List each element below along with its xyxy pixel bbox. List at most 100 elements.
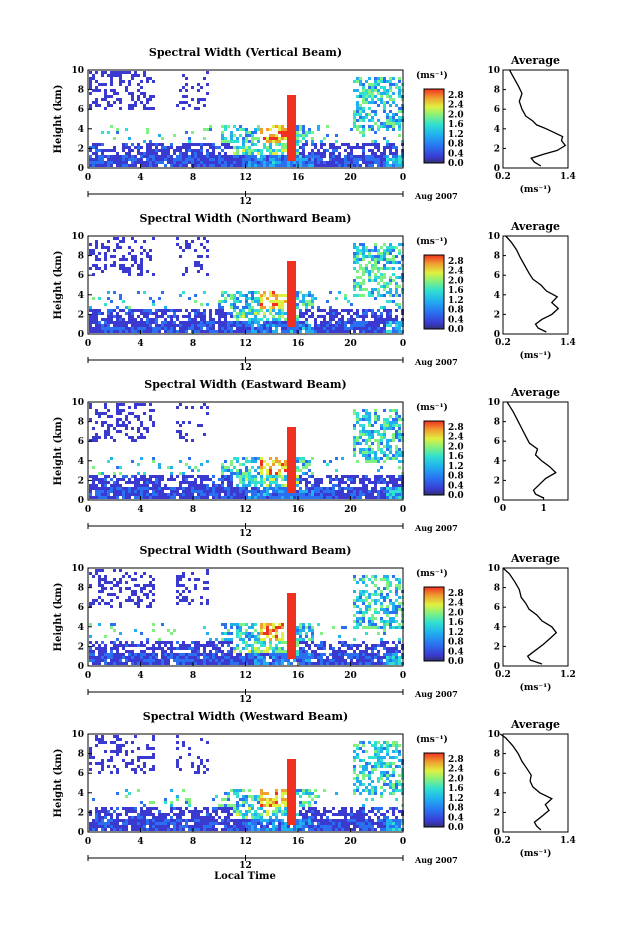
colorbar-tick-label: 2.4 [448, 433, 464, 443]
avg-y-tick-label: 6 [494, 437, 500, 447]
x-tick-label: 20 [344, 671, 357, 681]
heatmap [89, 569, 404, 665]
avg-title: Average [510, 54, 560, 67]
avg-unit: (ms⁻¹) [520, 184, 552, 195]
colorbar-tick-label: 0.8 [448, 140, 464, 150]
y-tick-label: 10 [71, 730, 84, 740]
avg-frame [502, 69, 569, 169]
y-tick-label: 2 [78, 144, 84, 154]
y-tick-label: 4 [78, 623, 84, 633]
date-label: Aug 2007 [414, 523, 458, 533]
x-tick-label: 4 [137, 837, 143, 847]
panel-1: Spectral Width (Vertical Beam) 0 2 4 6 8 10 Hei… [53, 46, 576, 207]
x-tick-label: 12 [239, 173, 252, 183]
colorbar-tick-label: 2.8 [448, 755, 464, 765]
y-tick-label: 0 [78, 828, 84, 838]
avg-x-tick-label: 0.2 [495, 172, 511, 182]
colorbar [423, 752, 445, 828]
colorbar-tick-label: 1.6 [448, 784, 464, 794]
colorbar-tick-label: 0.4 [448, 315, 464, 325]
colorbar [423, 88, 445, 164]
date-label: Aug 2007 [414, 191, 458, 201]
x-tick-label: 0 [85, 173, 91, 183]
colorbar-tick-label: 0.4 [448, 813, 464, 823]
avg-y-tick-label: 8 [494, 584, 500, 594]
avg-x-tick-label: 1 [540, 504, 546, 514]
avg-y-tick-label: 2 [494, 144, 500, 154]
avg-y-tick-label: 10 [487, 398, 500, 408]
x-tick-label: 16 [292, 173, 305, 183]
avg-unit: (ms⁻¹) [520, 682, 552, 693]
y-tick-label: 0 [78, 662, 84, 672]
avg-y-tick-label: 6 [494, 105, 500, 115]
x-tick-label: 8 [190, 173, 196, 183]
x-tick-label: 4 [137, 671, 143, 681]
panel-title: Spectral Width (Northward Beam) [140, 212, 352, 225]
x-tick-label: 4 [137, 505, 143, 515]
avg-x-tick-label: 0.2 [495, 836, 511, 846]
avg-title: Average [510, 718, 560, 731]
colorbar-tick-label: 2.8 [448, 257, 464, 267]
colorbar-tick-label: 2.0 [448, 276, 464, 286]
avg-x-tick-label: 0 [500, 504, 506, 514]
date-label: Aug 2007 [414, 689, 458, 699]
x-tick-label: 12 [239, 837, 252, 847]
avg-y-tick-label: 8 [494, 418, 500, 428]
x-tick-label: 0 [400, 505, 406, 515]
avg-y-tick-label: 0 [494, 662, 500, 672]
y-tick-label: 0 [78, 164, 84, 174]
y-tick-label: 6 [78, 105, 84, 115]
avg-title: Average [510, 220, 560, 233]
x-tick-label: 16 [292, 505, 305, 515]
avg-frame [502, 733, 569, 833]
panel-2: Spectral Width (Northward Beam) 0 2 4 6 8 10 He… [53, 212, 576, 373]
panel-title: Spectral Width (Vertical Beam) [149, 46, 342, 59]
avg-y-tick-label: 8 [494, 86, 500, 96]
x-tick-label: 12 [239, 339, 252, 349]
colorbar-tick-label: 0.8 [448, 638, 464, 648]
panel-title: Spectral Width (Eastward Beam) [144, 378, 346, 391]
colorbar-tick-label: 1.6 [448, 452, 464, 462]
x-tick-label: 20 [344, 339, 357, 349]
panel-5: Spectral Width (Westward Beam) 0 2 4 6 8 10 Hei… [53, 710, 576, 871]
avg-x-tick-label: 0.2 [495, 670, 511, 680]
avg-y-tick-label: 4 [494, 457, 500, 467]
x-tick-label: 16 [292, 671, 305, 681]
y-tick-label: 2 [78, 476, 84, 486]
avg-y-tick-label: 4 [494, 291, 500, 301]
heatmap [89, 237, 404, 333]
colorbar-tick-label: 0.4 [448, 481, 464, 491]
x-tick-label: 16 [292, 837, 305, 847]
colorbar [423, 420, 445, 496]
y-tick-label: 2 [78, 310, 84, 320]
colorbar-unit: (ms⁻¹) [416, 568, 448, 579]
x-tick-label: 4 [137, 339, 143, 349]
y-tick-label: 4 [78, 457, 84, 467]
colorbar-tick-label: 1.6 [448, 618, 464, 628]
colorbar-unit: (ms⁻¹) [416, 236, 448, 247]
y-tick-label: 4 [78, 291, 84, 301]
x-tick-label: 8 [190, 671, 196, 681]
colorbar-tick-label: 1.2 [448, 794, 464, 804]
avg-title: Average [510, 386, 560, 399]
colorbar-tick-label: 1.6 [448, 120, 464, 130]
x-axis-label: Local Time [214, 871, 276, 882]
avg-y-tick-label: 2 [494, 310, 500, 320]
avg-y-tick-label: 2 [494, 476, 500, 486]
avg-title: Average [510, 552, 560, 565]
avg-y-tick-label: 0 [494, 330, 500, 340]
heatmap [89, 71, 404, 167]
y-tick-label: 10 [71, 66, 84, 76]
colorbar-tick-label: 0.0 [448, 823, 464, 833]
y-tick-label: 0 [78, 330, 84, 340]
colorbar-tick-label: 0.0 [448, 657, 464, 667]
colorbar-tick-label: 2.0 [448, 608, 464, 618]
x-tick-label: 0 [400, 671, 406, 681]
y-tick-label: 10 [71, 398, 84, 408]
panel-title: Spectral Width (Westward Beam) [143, 710, 348, 723]
y-tick-label: 2 [78, 808, 84, 818]
avg-y-tick-label: 2 [494, 642, 500, 652]
y-tick-label: 8 [78, 252, 84, 262]
y-tick-label: 8 [78, 584, 84, 594]
colorbar-tick-label: 1.2 [448, 628, 464, 638]
